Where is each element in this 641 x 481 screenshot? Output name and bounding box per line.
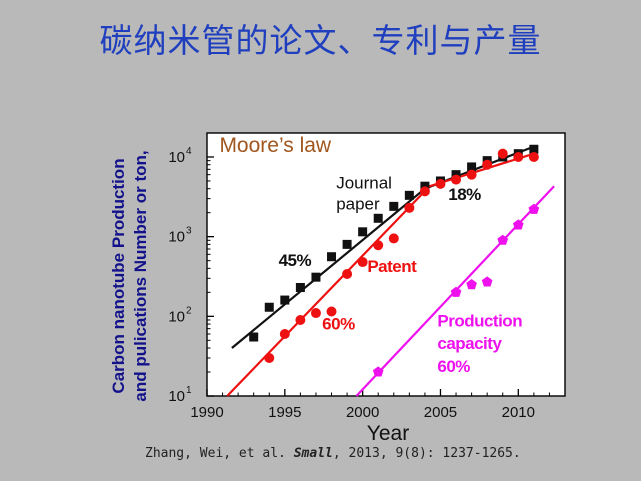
journal-paper-point (420, 181, 430, 191)
journal-paper-point (389, 201, 399, 211)
production-capacity-point (372, 366, 384, 377)
production-capacity-point (466, 279, 477, 290)
annotation: 60% (322, 315, 355, 334)
production-capacity-point (528, 203, 540, 214)
journal-paper-point (280, 295, 290, 305)
journal-paper-point (342, 239, 352, 249)
patent-point (279, 329, 290, 340)
patent-point (295, 314, 306, 325)
citation-authors: Zhang, Wei, et al. (145, 446, 286, 461)
patent-point (513, 151, 524, 162)
journal-paper-point (295, 283, 305, 293)
annotation: paper (336, 194, 380, 213)
patent-point (451, 174, 462, 185)
journal-paper-point (327, 252, 337, 262)
annotation: Moore’s law (219, 134, 331, 157)
y-tick-exponent: 1 (186, 385, 192, 396)
annotation: 60% (437, 357, 470, 376)
patent-point (419, 186, 430, 197)
patent-point (497, 148, 508, 159)
x-tick-label: 2010 (502, 404, 535, 421)
journal-paper-point (467, 162, 477, 172)
annotation: Production (437, 311, 522, 330)
production-capacity-point (481, 276, 493, 287)
plot-area (206, 132, 566, 397)
production-capacity-point (513, 219, 524, 230)
patent-point (435, 178, 446, 189)
patent-point (404, 202, 415, 213)
journal-paper-point (249, 332, 259, 342)
x-tick-label: 2000 (346, 404, 379, 421)
y-tick-exponent: 3 (186, 226, 192, 237)
patent-point (466, 169, 477, 180)
citation: Zhang, Wei, et al. Small, 2013, 9(8): 12… (145, 446, 521, 461)
x-tick-label: 1995 (268, 404, 301, 421)
citation-details: , 2013, 9(8): 1237-1265. (332, 446, 521, 461)
y-tick-label: 10 (168, 149, 185, 166)
production-capacity-point (497, 234, 509, 245)
journal-paper-point (529, 144, 539, 154)
patent-point (482, 159, 493, 170)
production-capacity-point (450, 286, 462, 297)
patent-point (264, 352, 275, 363)
y-tick-exponent: 2 (186, 305, 192, 316)
journal-paper-point (404, 190, 414, 200)
patent-point (388, 233, 399, 244)
annotation: capacity (437, 334, 502, 353)
patent-point (528, 151, 539, 162)
y-tick-label: 10 (168, 388, 185, 405)
y-tick-exponent: 4 (186, 146, 192, 157)
x-tick-label: 1990 (190, 404, 223, 421)
journal-paper-point (311, 272, 321, 282)
annotation: Patent (367, 257, 417, 276)
patent-point (373, 240, 384, 251)
journal-paper-point (264, 302, 274, 312)
patent-point (310, 308, 321, 319)
journal-paper-point (373, 213, 383, 223)
trend-line (226, 152, 535, 397)
annotation: Journal (336, 174, 392, 193)
patent-point (342, 268, 353, 279)
annotation: 45% (279, 251, 312, 270)
y-tick-label: 10 (168, 308, 185, 325)
y-tick-label: 10 (168, 229, 185, 246)
patent-point (357, 257, 368, 268)
citation-journal: Small (293, 446, 333, 461)
annotation: 18% (448, 185, 481, 204)
x-axis-label: Year (367, 422, 409, 445)
page-title: 碳纳米管的论文、专利与产量 (99, 21, 542, 60)
journal-paper-point (358, 227, 368, 237)
patent-point (326, 306, 337, 317)
x-tick-label: 2005 (424, 404, 457, 421)
